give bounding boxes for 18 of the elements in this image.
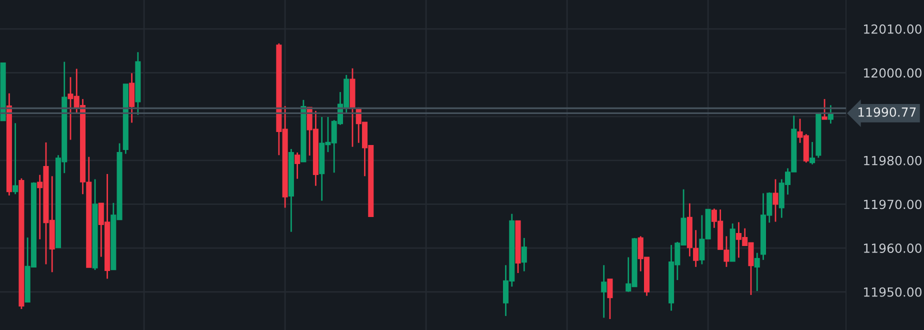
candlestick — [810, 141, 816, 166]
candlestick — [772, 178, 778, 222]
candlestick — [693, 229, 699, 268]
candlestick — [521, 237, 527, 272]
y-tick-label: 11950.00 — [864, 287, 922, 297]
y-tick-label: 11980.00 — [864, 156, 922, 166]
y-tick-label: 11960.00 — [864, 244, 922, 253]
candlestick — [822, 98, 828, 120]
y-tick-label: 12000.00 — [864, 68, 922, 78]
y-tick-label: 11970.00 — [864, 200, 922, 210]
candlestick — [129, 72, 135, 124]
candlestick — [12, 122, 18, 195]
candlestick — [294, 152, 300, 180]
ref-line-label: 11990.77 — [858, 107, 916, 117]
y-tick-label: 12010.00 — [864, 24, 922, 34]
candlestick — [607, 278, 613, 320]
candlestick — [754, 252, 760, 292]
candlestick — [601, 264, 607, 318]
